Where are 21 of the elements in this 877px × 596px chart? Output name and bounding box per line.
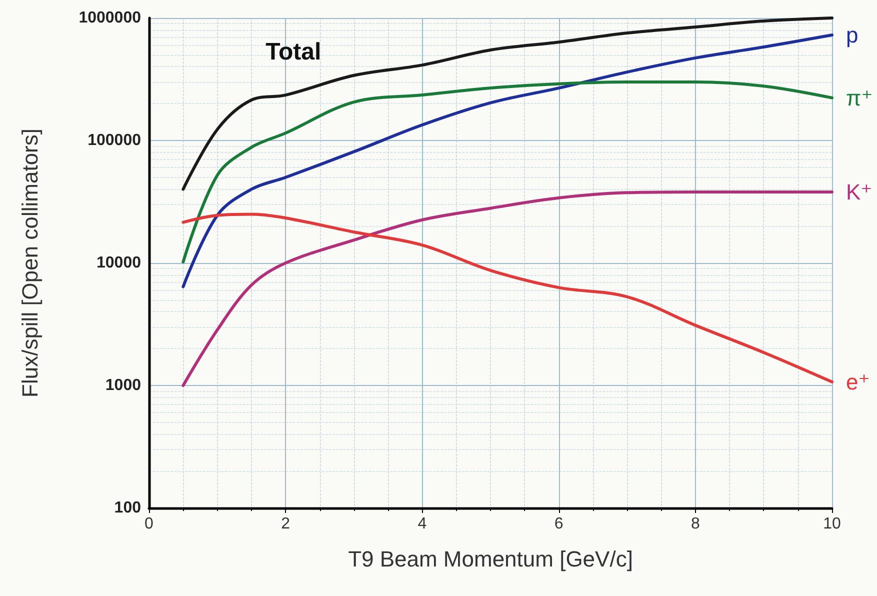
y-tick-label: 1000000 xyxy=(78,10,142,26)
y-tick-label: 10000 xyxy=(96,254,142,272)
y-tick-label: 1000 xyxy=(105,377,142,394)
x-tick-label: 0 xyxy=(144,516,154,532)
x-tick-label: 2 xyxy=(281,516,290,532)
y-axis-title: Flux/spill [Open collimators] xyxy=(18,128,42,398)
y-tick-label: 100000 xyxy=(88,132,142,149)
x-tick-label: 8 xyxy=(690,516,700,532)
y-tick-label: 100 xyxy=(114,500,142,516)
series-label: π⁺ xyxy=(846,85,873,110)
x-tick-label: 6 xyxy=(554,516,564,532)
line-series xyxy=(182,34,834,288)
series-label: Total xyxy=(266,38,322,66)
series-label: K⁺ xyxy=(846,179,872,204)
x-axis-title: T9 Beam Momentum [GeV/c] xyxy=(348,546,633,572)
series-label: p xyxy=(846,22,858,48)
line-series xyxy=(182,80,834,264)
x-tick-label: 10 xyxy=(823,516,841,532)
series-label: e⁺ xyxy=(846,369,870,394)
line-series xyxy=(182,16,834,191)
x-tick-label: 4 xyxy=(418,516,427,532)
